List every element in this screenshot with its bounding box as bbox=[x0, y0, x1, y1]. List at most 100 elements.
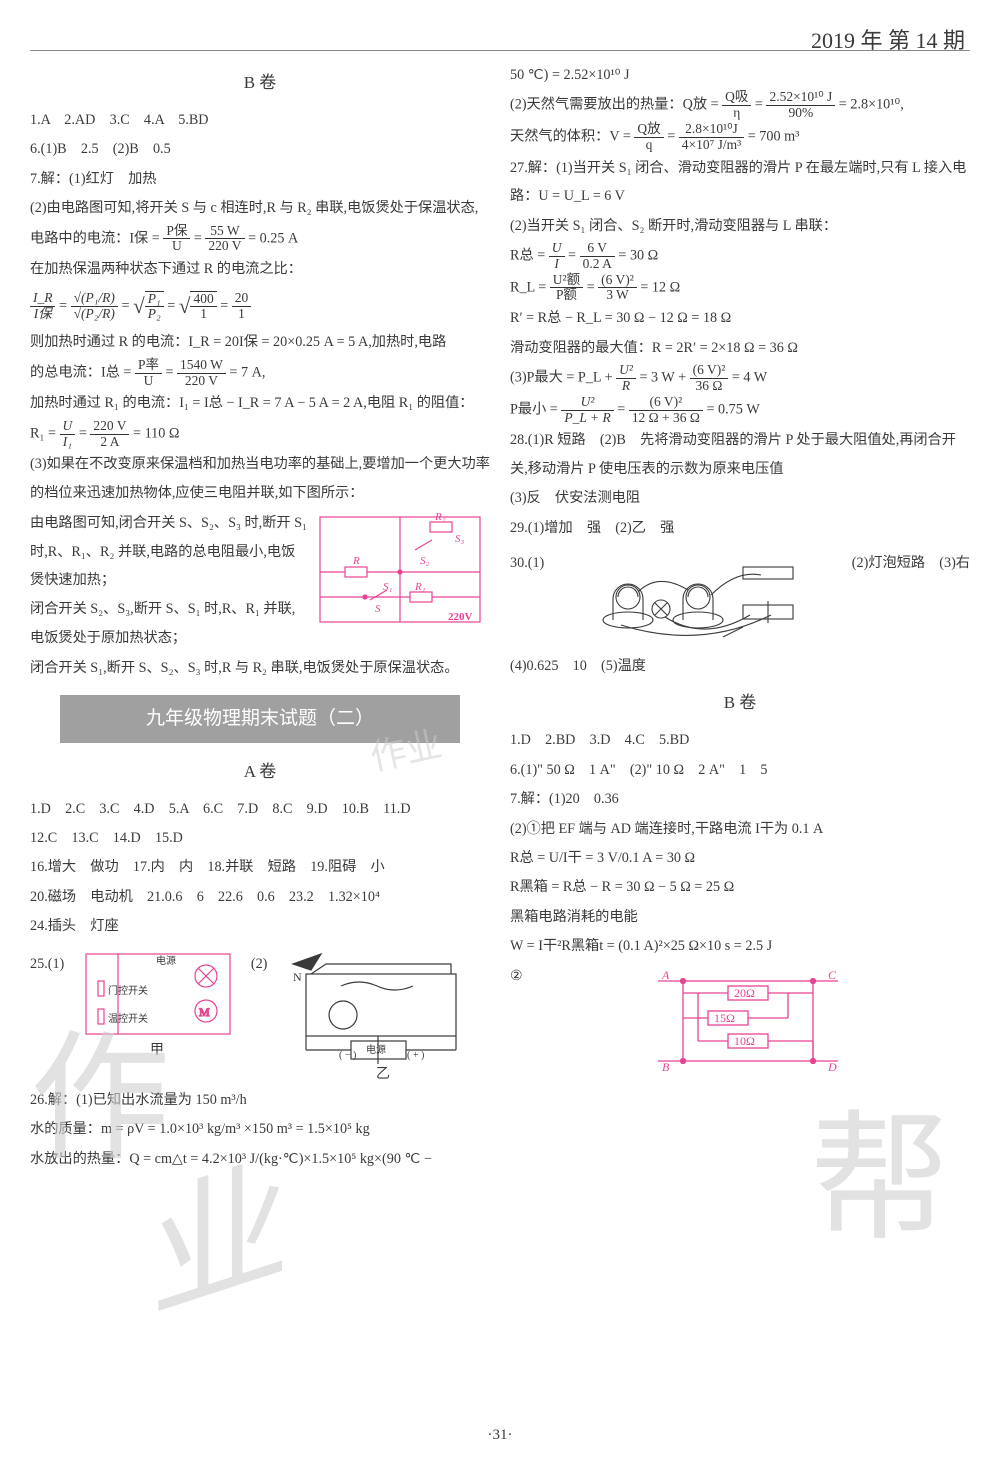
answer-line: 16.增大 做功 17.内 内 18.并联 短路 19.阻碍 小 bbox=[30, 853, 490, 881]
equation-line: 天然气的体积：V = Q放q = 2.8×10¹⁰J4×10⁷ J/m³ = 7… bbox=[510, 122, 970, 153]
solution-line: R总 = U/I干 = 3 V/0.1 A = 30 Ω bbox=[510, 844, 970, 872]
frac-den: 2 A bbox=[90, 435, 129, 450]
frac-den: I₁ bbox=[60, 435, 76, 450]
text: = 12 Ω bbox=[640, 279, 680, 295]
frac-num: (6 V)² bbox=[690, 363, 729, 379]
answer-label: ② bbox=[510, 962, 523, 990]
text: = bbox=[568, 248, 580, 264]
frac-den: P额 bbox=[550, 288, 583, 303]
section-a-title: A 卷 bbox=[30, 755, 490, 789]
equation-line: I_RI保 = √(P₁/R)√(P₂/R) = √P₁P₂ = √4001 =… bbox=[30, 285, 490, 328]
frac-den: 220 V bbox=[177, 374, 226, 389]
frac-num: 55 W bbox=[205, 224, 244, 240]
answer-line: 24.插头 灯座 bbox=[30, 912, 490, 940]
frac-den: I保 bbox=[30, 307, 55, 322]
frac-den: 36 Ω bbox=[690, 379, 729, 394]
solution-line: 28.(1)R 短路 (2)B 先将滑动变阻器的滑片 P 处于最大阻值处,再闭合… bbox=[510, 426, 970, 483]
label: S bbox=[375, 603, 381, 615]
label: 20Ω bbox=[734, 986, 755, 1000]
text: = 700 m³ bbox=[748, 129, 800, 145]
circuit-diagram-icon: R R₁ R₂ S S₁ S₂ S₃ 220V bbox=[315, 512, 490, 632]
answer-line: 12.C 13.C 14.D 15.D bbox=[30, 824, 490, 852]
label: 门控开关 bbox=[108, 984, 148, 997]
solution-line: 7.解：(1)红灯 加热 bbox=[30, 165, 490, 193]
right-column: 50 ℃) = 2.52×10¹⁰ J (2)天然气需要放出的热量：Q放 = Q… bbox=[510, 60, 970, 1174]
label: S₃ bbox=[455, 533, 465, 545]
text: = 30 Ω bbox=[618, 248, 658, 264]
answer-line: 1.A 2.AD 3.C 4.A 5.BD bbox=[30, 106, 490, 134]
header-rule bbox=[30, 50, 970, 51]
solution-line: 闭合开关 S₂、S₃,断开 S、S₁ 时,R、R₁ 并联,电饭煲处于原加热状态； bbox=[30, 595, 309, 652]
label: R₁ bbox=[414, 581, 426, 593]
solution-line: (3)反 伏安法测电阻 bbox=[510, 484, 970, 512]
solution-line: 则加热时通过 R 的电流：I_R = 20I保 = 20×0.25 A = 5 … bbox=[30, 328, 490, 356]
frac-den: 4×10⁷ J/m³ bbox=[679, 138, 744, 153]
circuit-diagram-yi-icon: N ( − ) ( + ) 电源 乙 bbox=[281, 946, 481, 1081]
answer-line: 1.D 2.BD 3.D 4.C 5.BD bbox=[510, 726, 970, 754]
svg-text:M: M bbox=[199, 1005, 210, 1019]
frac-num: 2.52×10¹⁰ J bbox=[766, 90, 835, 106]
frac-den: I bbox=[549, 257, 565, 272]
solution-line: 闭合开关 S₁,断开 S、S₂、S₃ 时,R 与 R₂ 串联,电饭煲处于原保温状… bbox=[30, 654, 490, 682]
frac-den: √(P₂/R) bbox=[71, 307, 118, 322]
text: = 0.75 W bbox=[706, 401, 759, 417]
label: 10Ω bbox=[734, 1034, 755, 1048]
solution-line: W = I干²R黑箱t = (0.1 A)²×25 Ω×10 s = 2.5 J bbox=[510, 932, 970, 960]
frac-num: P率 bbox=[135, 358, 162, 374]
experiment-diagram-icon bbox=[593, 547, 803, 647]
equation-line: (3)P最大 = P_L + U²R = 3 W + (6 V)²36 Ω = … bbox=[510, 363, 970, 394]
answer-line: 6.(1)" 50 Ω 1 A" (2)" 10 Ω 2 A" 1 5 bbox=[510, 756, 970, 784]
frac-den: 3 W bbox=[598, 288, 637, 303]
frac-num: 1540 W bbox=[177, 358, 226, 374]
frac-den: P_L + R bbox=[561, 411, 613, 426]
answer-line: 6.(1)B 2.5 (2)B 0.5 bbox=[30, 135, 490, 163]
label: 220V bbox=[448, 611, 473, 623]
label: 乙 bbox=[376, 1066, 390, 1081]
text: = bbox=[667, 129, 679, 145]
label: S₁ bbox=[383, 581, 393, 593]
frac-num: 220 V bbox=[90, 419, 129, 435]
label: 电源 bbox=[156, 954, 176, 967]
solution-line: R′ = R总 − R_L = 30 Ω − 12 Ω = 18 Ω bbox=[510, 304, 970, 332]
issue-label: 2019 年 第 14 期 bbox=[811, 22, 965, 59]
solution-line: (2)由电路图可知,将开关 S 与 c 相连时,R 与 R₂ 串联,电饭煲处于保… bbox=[30, 194, 490, 222]
text: = 2.8×10¹⁰, bbox=[839, 97, 904, 113]
frac-num: U bbox=[60, 419, 76, 435]
page-number: ·31· bbox=[0, 1423, 1000, 1449]
frac-num: Q吸 bbox=[722, 90, 751, 106]
answer-label: 30.(1) bbox=[510, 543, 544, 577]
label: C bbox=[828, 968, 837, 982]
frac-den: q bbox=[634, 138, 663, 153]
equation-line: P最小 = U²P_L + R = (6 V)²12 Ω + 36 Ω = 0.… bbox=[510, 395, 970, 426]
label: ( + ) bbox=[407, 1050, 424, 1061]
text: = bbox=[617, 401, 629, 417]
exam-title-bar: 九年级物理期末试题（二） bbox=[60, 695, 460, 743]
label: R bbox=[352, 555, 360, 567]
label: 温控开关 bbox=[108, 1012, 148, 1025]
label: R₂ bbox=[434, 512, 446, 523]
frac-den: 12 Ω + 36 Ω bbox=[629, 411, 703, 426]
frac-num: (6 V)² bbox=[598, 273, 637, 289]
text: = bbox=[165, 364, 177, 380]
text: 天然气的体积：V = bbox=[510, 129, 634, 145]
label: A bbox=[661, 968, 670, 982]
solution-line: 27.解：(1)当开关 S₁ 闭合、滑动变阻器的滑片 P 在最左端时,只有 L … bbox=[510, 154, 970, 211]
text: = 0.25 A bbox=[248, 230, 298, 246]
equation-line: R_L = U²额P额 = (6 V)²3 W = 12 Ω bbox=[510, 273, 970, 304]
text: = bbox=[755, 97, 767, 113]
equation-line: (2)天然气需要放出的热量：Q放 = Q吸η = 2.52×10¹⁰ J90% … bbox=[510, 90, 970, 121]
solution-line: 滑动变阻器的最大值：R = 2R′ = 2×18 Ω = 36 Ω bbox=[510, 334, 970, 362]
label: 15Ω bbox=[714, 1011, 735, 1025]
equation-line: 的总电流：I总 = P率U = 1540 W220 V = 7 A, bbox=[30, 358, 490, 389]
frac-num: 20 bbox=[232, 291, 251, 307]
frac-den: R bbox=[616, 379, 636, 394]
answer-line: 1.D 2.C 3.C 4.D 5.A 6.C 7.D 8.C 9.D 10.B… bbox=[30, 795, 490, 823]
answer-line: 20.磁场 电动机 21.0.6 6 22.6 0.6 23.2 1.32×10… bbox=[30, 883, 490, 911]
text: (2)天然气需要放出的热量：Q放 = bbox=[510, 97, 722, 113]
frac-den: U bbox=[135, 374, 162, 389]
text: R_L = bbox=[510, 279, 550, 295]
frac-den: 1 bbox=[232, 307, 251, 322]
label: S₂ bbox=[420, 555, 430, 567]
text: = bbox=[79, 425, 91, 441]
section-b2-title: B 卷 bbox=[510, 686, 970, 720]
